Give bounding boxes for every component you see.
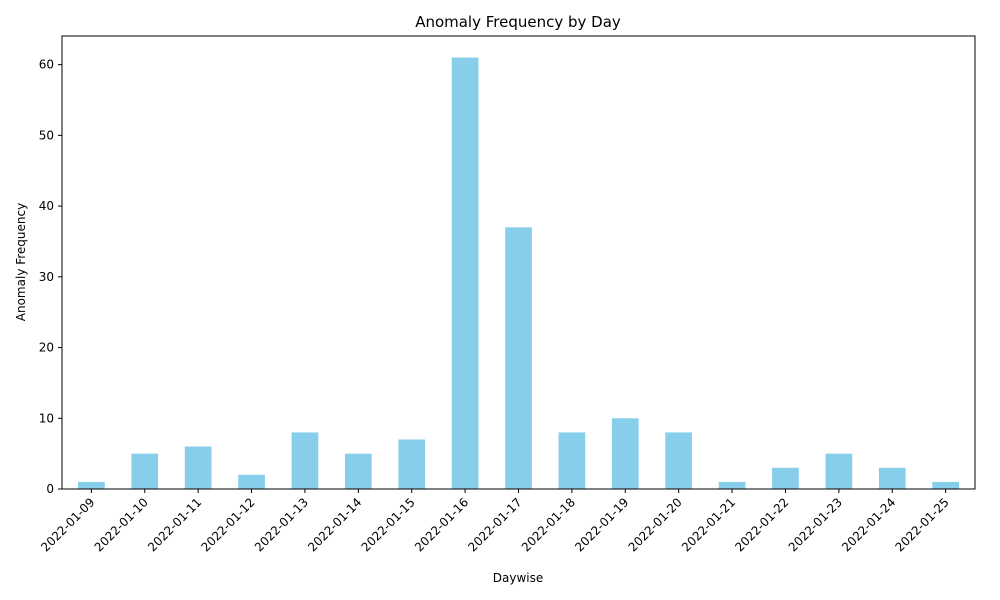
y-tick-label: 30 [39,270,54,284]
bar-2022-01-18 [558,432,586,489]
bar-2022-01-12 [238,474,265,489]
bar-2022-01-17 [505,227,532,489]
bar-2022-01-24 [878,467,906,489]
bar-2022-01-14 [344,453,372,489]
bar-2022-01-10 [131,453,159,489]
x-tick-label: 2022-01-11 [145,495,204,554]
bar-2022-01-22 [772,467,799,489]
x-tick-label: 2022-01-13 [252,495,311,554]
y-axis-label: Anomaly Frequency [14,203,28,321]
bar-2022-01-23 [825,453,853,489]
y-tick-label: 40 [39,199,54,213]
x-tick-label: 2022-01-23 [786,495,845,554]
x-tick-label: 2022-01-22 [732,495,791,554]
x-tick-label: 2022-01-18 [519,495,578,554]
x-tick-label: 2022-01-19 [572,495,631,554]
x-tick-label: 2022-01-24 [839,495,898,554]
y-tick-label: 10 [39,411,54,425]
bar-2022-01-16 [451,57,479,489]
x-tick-label: 2022-01-25 [893,495,952,554]
bar-2022-01-09 [78,481,105,489]
plot-frame [61,35,976,490]
x-tick-label: 2022-01-09 [38,495,97,554]
bar-2022-01-19 [611,418,639,489]
plot-area: 01020304050602022-01-092022-01-102022-01… [38,57,959,554]
bar-2022-01-15 [398,439,426,489]
y-tick-label: 50 [39,128,54,142]
x-tick-label: 2022-01-10 [92,495,151,554]
x-axis-label: Daywise [493,571,543,585]
bar-2022-01-25 [932,481,959,489]
y-tick-label: 20 [39,341,54,355]
x-tick-label: 2022-01-15 [359,495,418,554]
bar-2022-01-20 [665,432,693,489]
x-tick-label: 2022-01-20 [626,495,685,554]
y-tick-label: 0 [46,482,54,496]
y-tick-label: 60 [39,58,54,72]
x-tick-label: 2022-01-16 [412,495,471,554]
bar-2022-01-13 [291,432,319,489]
chart-title: Anomaly Frequency by Day [415,13,621,31]
x-tick-label: 2022-01-14 [305,495,364,554]
bar-2022-01-21 [718,481,746,489]
x-tick-label: 2022-01-12 [198,495,257,554]
x-tick-label: 2022-01-21 [679,495,738,554]
bar-2022-01-11 [184,446,212,489]
x-tick-label: 2022-01-17 [465,495,524,554]
